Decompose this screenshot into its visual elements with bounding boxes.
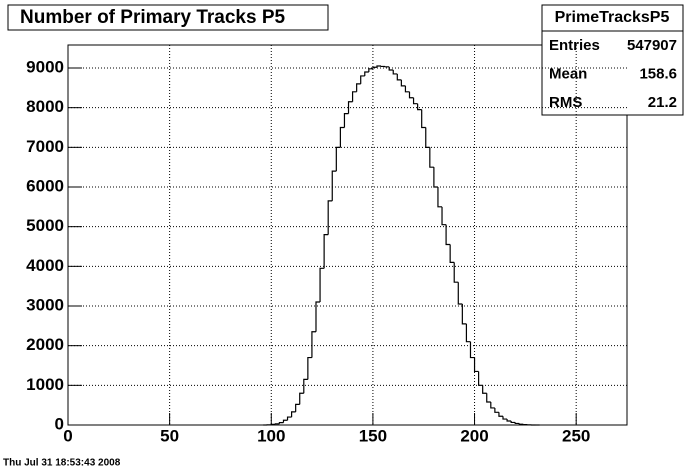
- histogram-bin: [429, 147, 434, 168]
- x-tick-label: 50: [160, 426, 179, 445]
- histogram-bin: [465, 323, 471, 343]
- histogram-bin: [441, 206, 447, 226]
- y-tick-label: 9000: [26, 57, 64, 76]
- histogram-bin: [282, 419, 288, 423]
- plot-frame: [67, 44, 628, 426]
- y-tick-label: 3000: [26, 295, 64, 314]
- x-tick-label: 250: [562, 426, 590, 445]
- x-tick-label: 150: [359, 426, 387, 445]
- histogram-bin: [494, 407, 499, 413]
- y-tick-label: 2000: [26, 335, 64, 354]
- chart-title: Number of Primary Tracks P5: [20, 7, 285, 28]
- histogram-bin: [356, 83, 361, 92]
- x-tick-label: 100: [257, 426, 285, 445]
- histogram-bin: [311, 331, 316, 358]
- y-tick-label: 1000: [26, 375, 64, 394]
- histogram-bin: [469, 341, 475, 359]
- stats-value: 547907: [627, 37, 677, 54]
- y-tick-label: 4000: [26, 256, 64, 275]
- histogram-bin: [453, 262, 459, 283]
- histogram-bin: [421, 109, 426, 129]
- histogram-bin: [347, 101, 353, 114]
- stats-box: [541, 4, 684, 116]
- histogram-bin: [295, 403, 300, 412]
- histogram-bin: [506, 419, 512, 422]
- histogram-bin: [461, 304, 467, 325]
- histogram-bin: [351, 91, 357, 102]
- histogram-bin: [404, 85, 410, 93]
- histogram-bin: [518, 423, 524, 425]
- histogram-bin: [457, 282, 463, 305]
- histogram-bin: [286, 416, 292, 421]
- histogram-bin: [498, 412, 504, 417]
- histogram-bin: [323, 234, 329, 269]
- histogram-bin: [433, 167, 438, 188]
- histogram-bin: [412, 97, 418, 105]
- histogram-bin: [307, 356, 312, 380]
- histogram-bin: [315, 301, 321, 332]
- x-tick-label: 0: [63, 426, 72, 445]
- histogram-bin: [372, 66, 377, 69]
- y-tick-label: 8000: [26, 97, 64, 116]
- histogram-bin: [514, 422, 520, 425]
- histogram-bin: [360, 75, 365, 84]
- histogram-bin: [392, 69, 398, 75]
- histogram-bin: [278, 422, 284, 424]
- y-tick-label: 5000: [26, 216, 64, 235]
- histogram-bin: [510, 421, 516, 424]
- histogram-bin: [473, 357, 479, 373]
- histogram-bin: [274, 423, 280, 425]
- histogram-bin: [502, 416, 508, 420]
- histogram-bin: [396, 73, 402, 81]
- histogram-bin: [299, 392, 304, 405]
- histogram-bin: [376, 65, 382, 68]
- histogram-bin: [400, 79, 406, 87]
- y-tick-label: 0: [55, 414, 64, 433]
- histogram-bin: [425, 127, 430, 148]
- histogram-bin: [327, 200, 333, 235]
- histogram-bin: [449, 244, 455, 263]
- y-tick-label: 7000: [26, 137, 64, 156]
- histogram-bin: [482, 385, 487, 394]
- histogram-bin: [417, 103, 422, 111]
- histogram-bin: [343, 113, 349, 128]
- footer: Thu Jul 31 18:53:43 2008: [3, 458, 121, 469]
- stats-name: PrimeTracksP5: [555, 9, 670, 26]
- stats-value: 158.6: [639, 65, 677, 82]
- histogram-bin: [319, 267, 325, 303]
- title-box: [7, 4, 329, 31]
- stats-label: RMS: [549, 94, 582, 111]
- histogram-bin: [445, 224, 451, 246]
- histogram-bin: [486, 393, 491, 403]
- histogram-bin: [339, 126, 345, 148]
- stats-value: 21.2: [648, 94, 677, 111]
- histogram-bin: [368, 68, 373, 72]
- stats-label: Entries: [549, 37, 600, 54]
- histogram-bin: [364, 71, 369, 76]
- histogram-bin: [335, 146, 341, 172]
- histogram-bin: [291, 411, 296, 418]
- histogram-bin: [437, 187, 443, 208]
- histogram-bin: [331, 170, 337, 201]
- histogram-bin: [490, 401, 495, 409]
- histogram-bin: [478, 371, 483, 386]
- histogram-bin: [408, 91, 414, 99]
- stats-label: Mean: [549, 65, 587, 82]
- histogram-bin: [388, 66, 394, 71]
- x-tick-label: 200: [460, 426, 488, 445]
- y-tick-label: 6000: [26, 176, 64, 195]
- histogram-bin: [303, 378, 308, 394]
